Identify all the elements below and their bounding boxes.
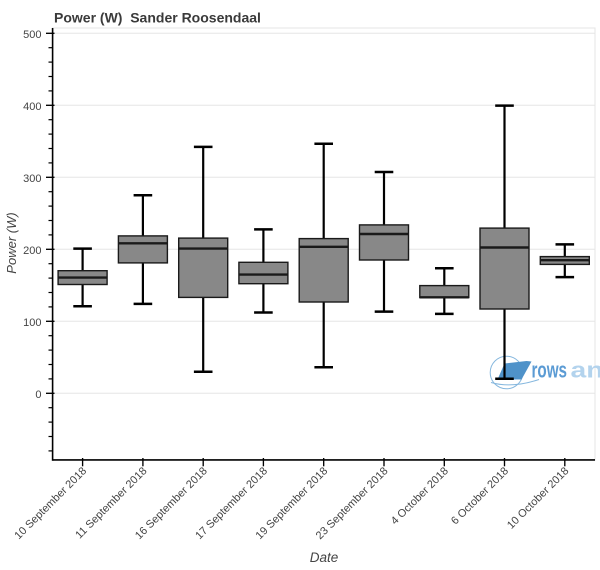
svg-text:500: 500 xyxy=(23,29,41,41)
svg-text:an: an xyxy=(571,358,600,383)
svg-text:0: 0 xyxy=(35,389,41,401)
svg-text:rows: rows xyxy=(532,358,568,383)
svg-text:200: 200 xyxy=(23,245,41,257)
svg-text:Power (W) Sander Roosendaal: Power (W) Sander Roosendaal xyxy=(54,10,261,26)
svg-text:100: 100 xyxy=(23,317,41,329)
svg-text:400: 400 xyxy=(23,101,41,113)
svg-text:300: 300 xyxy=(23,173,41,185)
svg-text:Date: Date xyxy=(310,550,339,565)
svg-text:Power (W): Power (W) xyxy=(4,212,19,273)
